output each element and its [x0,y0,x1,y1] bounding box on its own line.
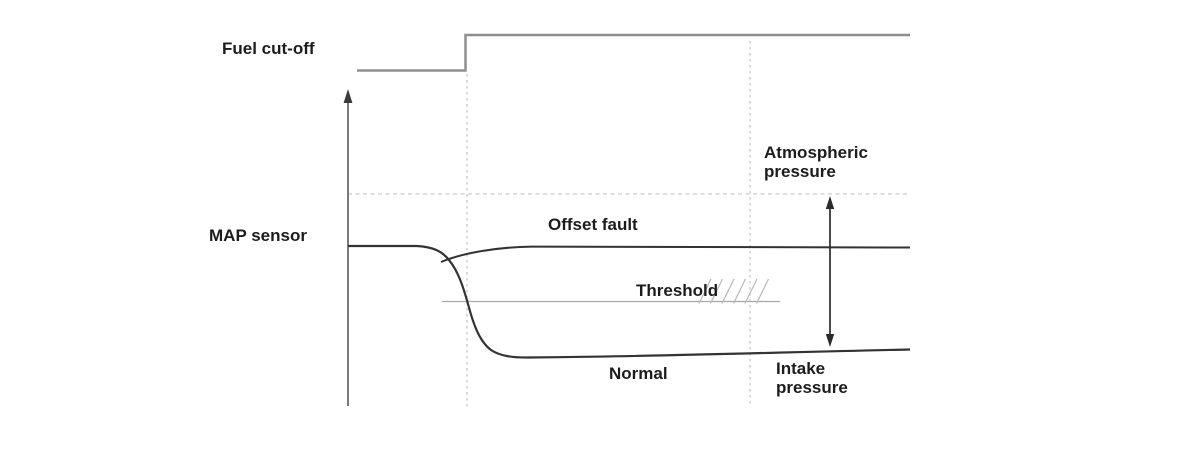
pressure-range-arrow [825,196,835,347]
label-atmospheric-pressure-line1: Atmospheric [764,143,868,162]
label-fuel-cutoff: Fuel cut-off [222,39,315,58]
label-atmospheric-pressure-line2: pressure [764,162,836,181]
label-threshold: Threshold [636,281,719,300]
threshold-hatch-marks [698,278,770,304]
y-axis-arrowhead [343,89,353,103]
fuel-cutoff-signal-line [357,33,910,72]
label-map-sensor: MAP sensor [209,226,307,245]
label-intake-pressure-line1: Intake [776,359,826,378]
pressure-range-arrow-bottom-arrowhead [825,334,835,347]
label-intake-pressure: Intake pressure [776,359,848,397]
label-normal: Normal [609,364,668,383]
label-offset-fault: Offset fault [548,215,638,234]
label-intake-pressure-line2: pressure [776,378,848,397]
label-atmospheric-pressure: Atmospheric pressure [764,143,868,181]
offset-fault-curve [440,245,911,263]
pressure-range-arrow-top-arrowhead [825,196,835,209]
